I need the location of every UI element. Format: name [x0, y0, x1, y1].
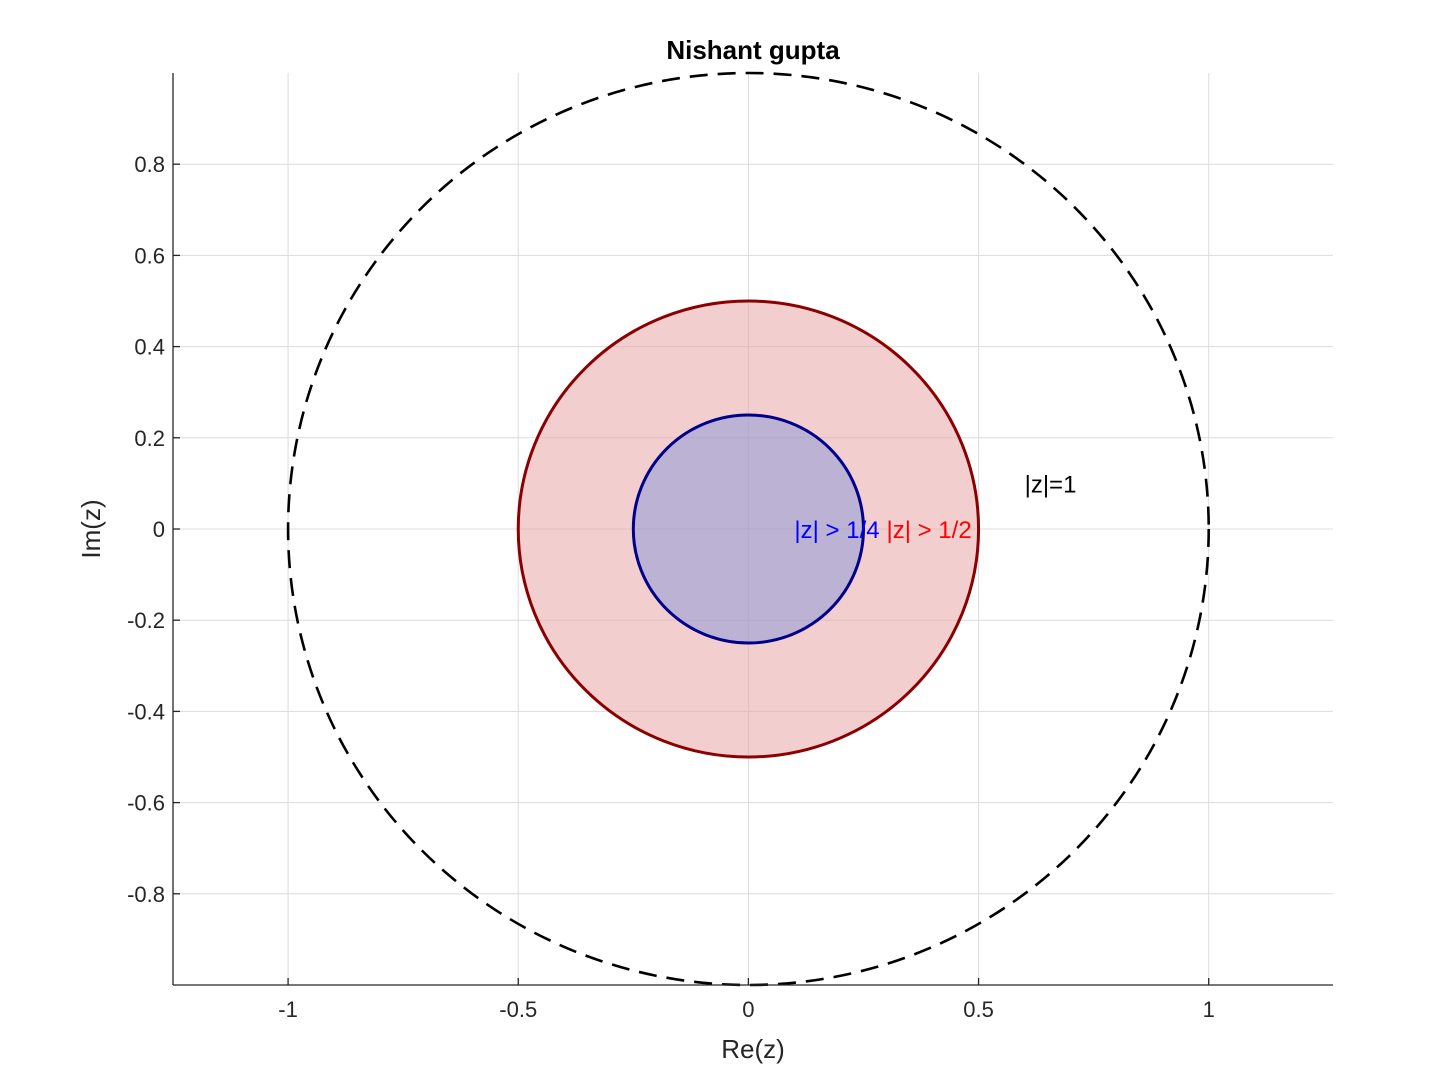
y-tick-label: 0.6 — [134, 243, 165, 268]
x-tick-label: -1 — [278, 997, 298, 1022]
y-tick-label: -0.6 — [127, 791, 165, 816]
x-tick-label: -0.5 — [499, 997, 537, 1022]
chart-title: Nishant gupta — [666, 35, 840, 65]
region-circles — [286, 71, 1211, 987]
tick-labels: -1 -0.5 0 0.5 1 -0.8 -0.6 -0.4 -0.2 0 0.2 0.4 0.6 0.8 — [127, 152, 1215, 1022]
x-axis-label: Re(z) — [721, 1034, 785, 1064]
annotations: |z|=1 |z| > 1/4 |z| > 1/2 — [794, 471, 1076, 544]
circle-r-1 — [286, 71, 1211, 987]
y-axis-label: Im(z) — [76, 499, 106, 558]
y-tick-label: 0.8 — [134, 152, 165, 177]
y-tick-label: -0.2 — [127, 608, 165, 633]
y-tick-label: 0 — [153, 517, 165, 542]
y-tick-label: 0.4 — [134, 335, 165, 360]
x-tick-label: 0.5 — [963, 997, 994, 1022]
y-tick-label: -0.4 — [127, 699, 165, 724]
axes — [172, 73, 1333, 986]
annotation-label: |z|=1 — [1025, 471, 1077, 498]
annotation-label: |z| > 1/4 — [794, 517, 879, 544]
y-tick-label: -0.8 — [127, 882, 165, 907]
annotation-label: |z| > 1/2 — [886, 517, 971, 544]
circle-r-0_25 — [631, 413, 865, 645]
x-tick-label: 0 — [742, 997, 754, 1022]
x-tick-label: 1 — [1203, 997, 1215, 1022]
y-tick-label: 0.2 — [134, 426, 165, 451]
